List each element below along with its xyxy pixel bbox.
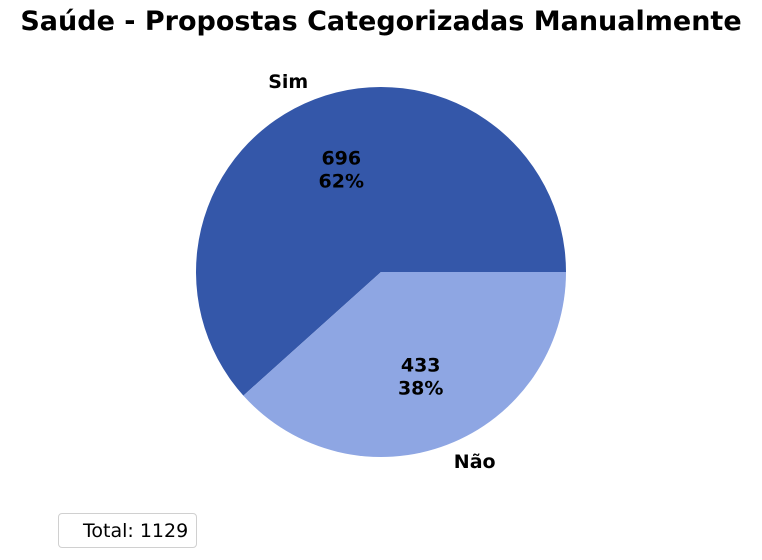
pie-chart: Sim 696 62% Não 433 38% <box>195 71 566 473</box>
value-percent-sim: 62% <box>319 170 364 192</box>
value-count-sim: 696 <box>321 147 361 169</box>
legend: Total: 1129 <box>58 513 198 548</box>
value-label-nao: 433 38% <box>398 355 443 400</box>
legend-total-label: Total: 1129 <box>83 519 189 542</box>
category-label-sim: Sim <box>268 71 308 93</box>
value-count-nao: 433 <box>401 355 441 377</box>
chart-title: Saúde - Propostas Categorizadas Manualme… <box>20 6 742 37</box>
pie-slice-sim <box>195 86 566 396</box>
pie-slices <box>195 86 566 457</box>
category-label-nao: Não <box>454 451 496 473</box>
pie-slice-nao <box>243 272 566 457</box>
pie-labels: Sim 696 62% Não 433 38% <box>268 71 495 473</box>
value-percent-nao: 38% <box>398 378 443 400</box>
value-label-sim: 696 62% <box>319 147 364 192</box>
